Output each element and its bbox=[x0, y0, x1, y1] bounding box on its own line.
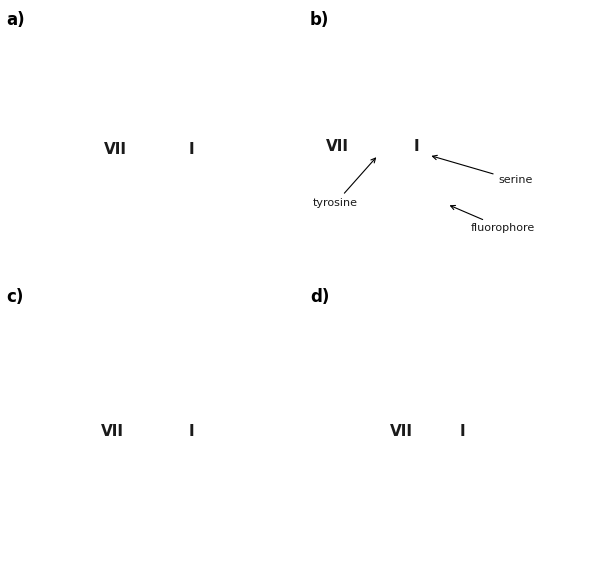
Text: VII: VII bbox=[326, 139, 349, 154]
Text: fluorophore: fluorophore bbox=[451, 205, 536, 233]
Text: d): d) bbox=[310, 288, 330, 306]
Text: I: I bbox=[188, 424, 195, 439]
Text: b): b) bbox=[310, 11, 330, 29]
Text: serine: serine bbox=[432, 155, 533, 186]
Text: VII: VII bbox=[390, 424, 413, 439]
Text: tyrosine: tyrosine bbox=[313, 158, 376, 208]
Text: VII: VII bbox=[104, 142, 127, 157]
Text: VII: VII bbox=[101, 424, 124, 439]
Text: I: I bbox=[188, 142, 195, 157]
Text: c): c) bbox=[6, 288, 24, 306]
Text: I: I bbox=[459, 424, 465, 439]
Text: a): a) bbox=[6, 11, 25, 29]
Text: I: I bbox=[413, 139, 420, 154]
